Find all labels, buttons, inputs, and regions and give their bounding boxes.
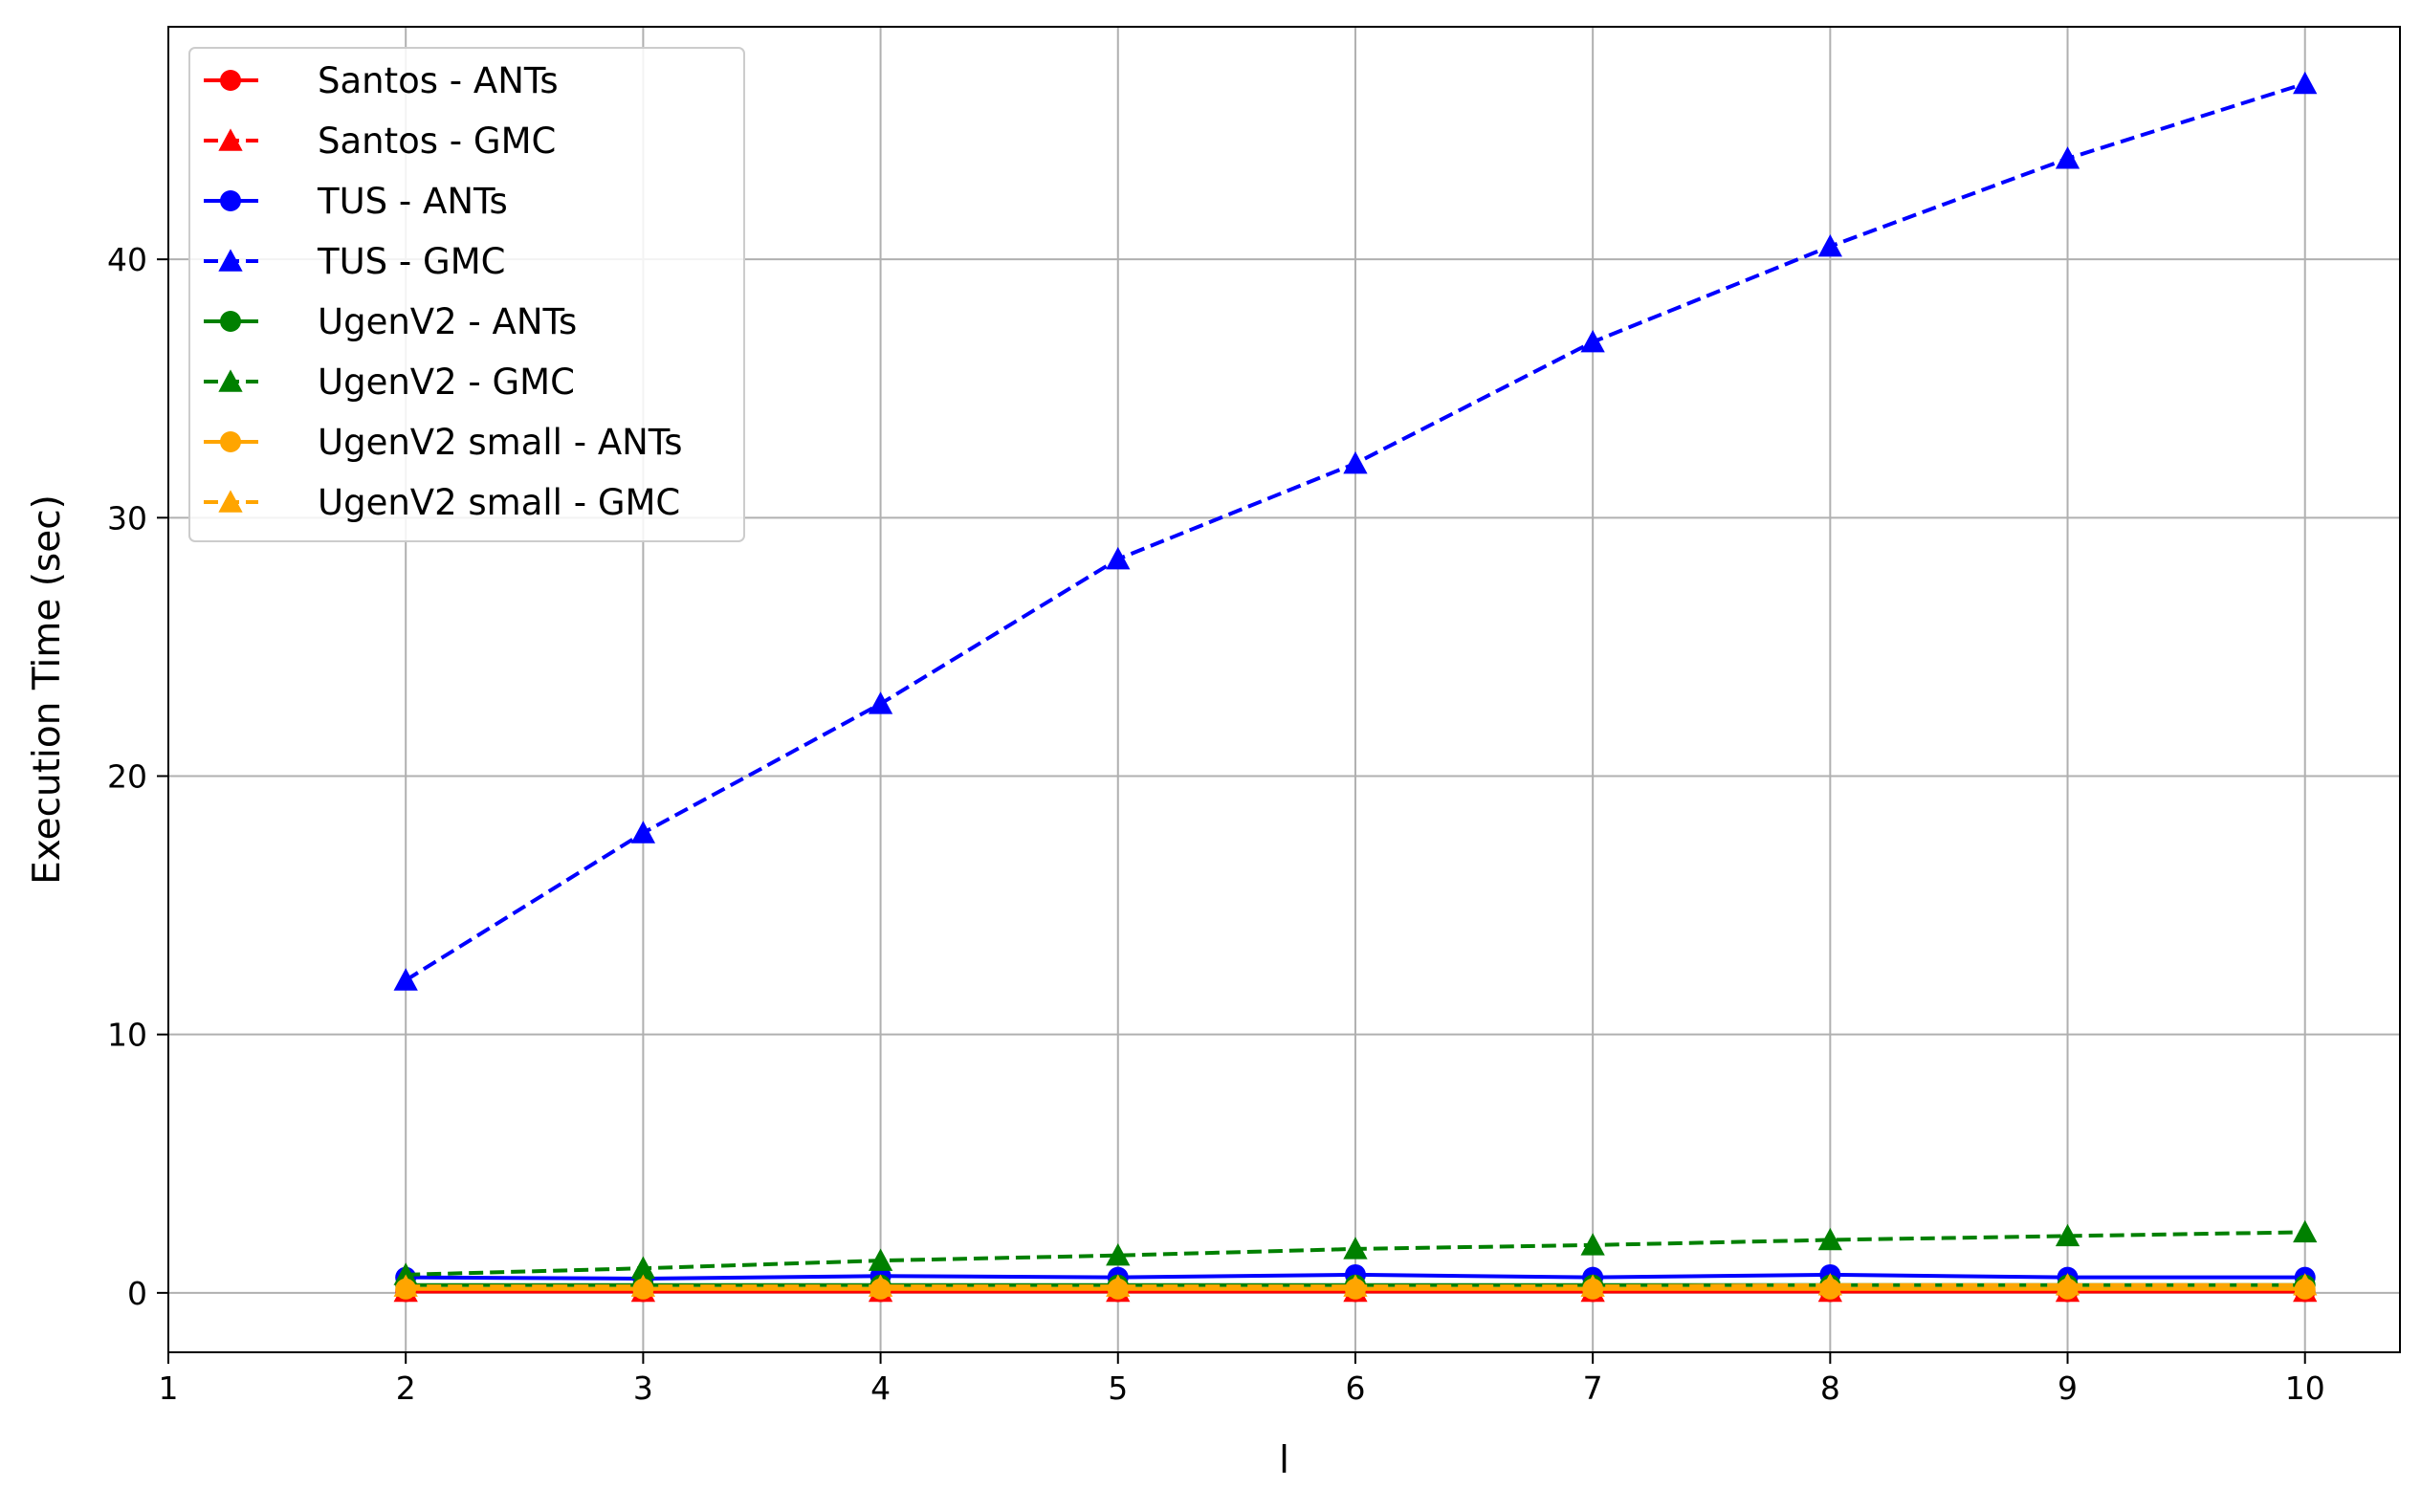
legend-label: UgenV2 - GMC xyxy=(318,362,575,403)
x-tick-label: 7 xyxy=(1583,1370,1603,1407)
legend-label: UgenV2 - ANTs xyxy=(318,301,577,342)
legend-item: UgenV2 small - ANTs xyxy=(204,422,683,463)
legend-label: Santos - ANTs xyxy=(318,60,559,101)
data-point xyxy=(1817,1273,1842,1296)
data-point xyxy=(868,691,893,714)
x-axis-label: l xyxy=(1279,1439,1289,1482)
legend-label: TUS - GMC xyxy=(317,241,505,282)
data-point xyxy=(2293,1219,2318,1243)
legend-item: UgenV2 - GMC xyxy=(204,362,575,403)
series-layer xyxy=(393,71,2318,1303)
data-point xyxy=(1817,233,1842,257)
data-point xyxy=(1580,1233,1605,1256)
y-tick-label: 40 xyxy=(107,241,147,278)
data-point xyxy=(1343,1237,1368,1260)
data-point xyxy=(1817,1227,1842,1251)
data-point xyxy=(1106,1243,1131,1266)
data-point xyxy=(2293,71,2318,95)
data-point xyxy=(868,1248,893,1271)
legend-swatch-marker xyxy=(220,431,241,452)
data-point xyxy=(630,821,656,844)
legend-label: UgenV2 small - ANTs xyxy=(318,422,683,463)
legend-swatch-marker xyxy=(218,490,243,513)
x-tick-label: 4 xyxy=(870,1370,891,1407)
legend-item: Santos - GMC xyxy=(204,121,556,162)
legend-swatch-marker xyxy=(218,249,243,272)
legend-item: Santos - ANTs xyxy=(204,60,559,101)
series-5 xyxy=(393,1219,2318,1285)
data-point xyxy=(2055,1273,2080,1296)
data-point xyxy=(1580,1274,1605,1297)
legend-swatch-marker xyxy=(218,128,243,151)
legend-label: UgenV2 small - GMC xyxy=(318,482,680,523)
data-point xyxy=(630,1274,656,1297)
x-tick-label: 8 xyxy=(1820,1370,1840,1407)
data-point xyxy=(1106,1274,1131,1297)
x-tick-label: 1 xyxy=(159,1370,179,1407)
data-point xyxy=(1580,329,1605,353)
x-axis: 1 2 3 4 5 6 7 8 9 10 xyxy=(159,1352,2325,1407)
x-tick-label: 5 xyxy=(1108,1370,1128,1407)
y-tick-label: 0 xyxy=(127,1275,147,1312)
legend-item: UgenV2 small - GMC xyxy=(204,482,680,523)
legend-swatch-marker xyxy=(220,190,241,211)
legend-label: TUS - ANTs xyxy=(317,181,508,222)
data-point xyxy=(393,1274,418,1297)
legend-swatch-marker xyxy=(220,70,241,91)
y-axis-label: Execution Time (sec) xyxy=(26,494,69,885)
data-point xyxy=(868,1274,893,1297)
y-tick-label: 30 xyxy=(107,499,147,537)
data-point xyxy=(2055,146,2080,169)
legend-box xyxy=(188,47,745,542)
plot-frame xyxy=(167,26,2401,1353)
legend-label: Santos - GMC xyxy=(318,121,556,162)
data-point xyxy=(2055,1223,2080,1247)
data-point xyxy=(393,968,418,991)
data-point xyxy=(1343,450,1368,474)
data-point xyxy=(1343,1274,1368,1297)
x-tick-label: 2 xyxy=(396,1370,416,1407)
legend-item: TUS - GMC xyxy=(204,241,505,282)
series-7 xyxy=(393,1273,2318,1297)
data-point xyxy=(2293,1273,2318,1296)
x-tick-label: 10 xyxy=(2285,1370,2325,1407)
data-point xyxy=(630,1256,656,1279)
x-tick-label: 6 xyxy=(1345,1370,1365,1407)
legend-item: UgenV2 - ANTs xyxy=(204,301,577,342)
y-tick-label: 20 xyxy=(107,758,147,796)
legend-swatch-marker xyxy=(220,311,241,332)
x-tick-label: 3 xyxy=(633,1370,653,1407)
legend-swatch-marker xyxy=(218,369,243,392)
data-point xyxy=(393,1262,418,1285)
y-tick-label: 10 xyxy=(107,1017,147,1054)
y-axis: 0 10 20 30 40 xyxy=(107,241,168,1312)
data-point xyxy=(1106,546,1131,570)
series-3 xyxy=(393,71,2318,991)
legend-item: TUS - ANTs xyxy=(204,181,508,222)
x-tick-label: 9 xyxy=(2058,1370,2078,1407)
legend: Santos - ANTs Santos - GMC TUS - ANTs TUS -… xyxy=(188,47,745,542)
